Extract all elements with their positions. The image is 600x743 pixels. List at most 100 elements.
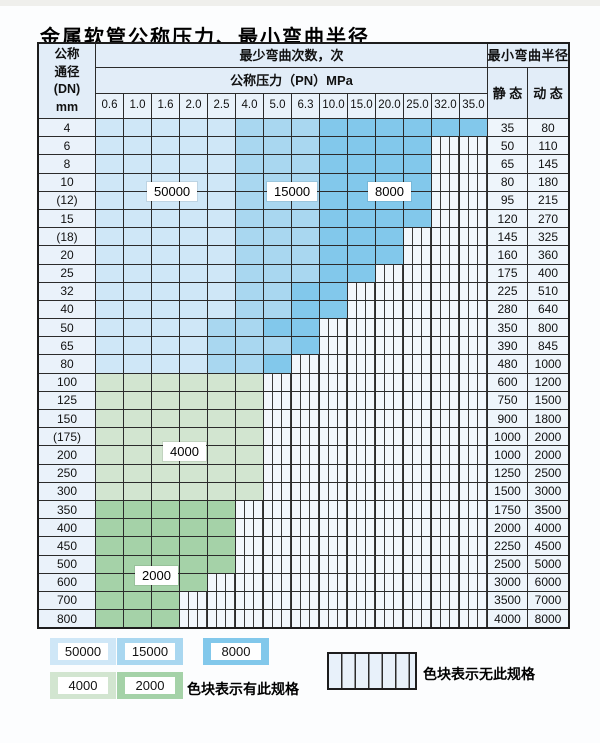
no-spec-cell [292, 519, 319, 537]
cycle-cell-50000 [124, 355, 151, 373]
cycle-cell-50000 [208, 282, 235, 300]
pressure-header-2.0: 2.0 [180, 94, 207, 118]
no-spec-cell [432, 209, 459, 228]
no-spec-cell [236, 573, 263, 591]
static-radius-cell: 145 [488, 228, 527, 246]
no-spec-cell [432, 173, 459, 191]
cycle-cell-2000 [96, 537, 123, 555]
no-spec-cell [376, 573, 403, 591]
cycle-cell-8000 [320, 191, 347, 209]
no-spec-cell [320, 610, 347, 628]
cycle-cell-50000 [208, 209, 235, 228]
cycle-cell-2000 [96, 610, 123, 628]
cycle-cell-8000 [404, 155, 431, 173]
cycle-cell-15000 [236, 282, 263, 300]
cycle-cell-8000 [292, 300, 319, 319]
no-spec-cell [460, 537, 487, 555]
cycle-cell-4000 [124, 410, 151, 428]
cycle-cell-15000 [292, 137, 319, 155]
dynamic-radius-cell: 4500 [528, 537, 568, 555]
pressure-header-1.6: 1.6 [152, 94, 179, 118]
no-spec-cell [320, 355, 347, 373]
no-spec-cell [348, 319, 375, 337]
cycle-cell-50000 [124, 319, 151, 337]
static-radius-cell: 390 [488, 337, 527, 355]
static-radius-cell: 1000 [488, 446, 527, 464]
cycle-cell-50000 [96, 173, 123, 191]
no-spec-cell [376, 446, 403, 464]
no-spec-cell [348, 428, 375, 446]
cycle-cell-4000 [180, 391, 207, 409]
no-spec-cell [404, 519, 431, 537]
no-spec-cell [320, 519, 347, 537]
no-spec-cell [404, 537, 431, 555]
dn-cell-800: 800 [39, 610, 95, 628]
static-radius-cell: 120 [488, 209, 527, 228]
cycle-cell-50000 [152, 209, 179, 228]
cycle-cell-50000 [124, 264, 151, 282]
cycle-cell-50000 [180, 264, 207, 282]
no-spec-cell [320, 428, 347, 446]
dynamic-radius-cell: 180 [528, 173, 568, 191]
cycle-cell-50000 [180, 337, 207, 355]
no-spec-cell [460, 300, 487, 319]
cycle-cell-8000 [292, 337, 319, 355]
cycle-cell-4000 [180, 464, 207, 482]
cycle-cell-50000 [152, 155, 179, 173]
cycle-cell-50000 [96, 264, 123, 282]
pressure-header-4.0: 4.0 [236, 94, 263, 118]
no-spec-cell [264, 519, 291, 537]
cycle-cell-8000 [320, 137, 347, 155]
cycle-cell-2000 [96, 500, 123, 519]
cycle-cell-50000 [152, 337, 179, 355]
cycle-cell-2000 [96, 519, 123, 537]
no-spec-cell [432, 282, 459, 300]
cycle-cell-8000 [320, 228, 347, 246]
cycle-cell-50000 [152, 246, 179, 264]
cycle-cell-50000 [152, 355, 179, 373]
cycle-cell-8000 [376, 209, 403, 228]
cycle-cell-50000 [96, 282, 123, 300]
cycle-cell-4000 [124, 446, 151, 464]
cycle-cell-50000 [96, 300, 123, 319]
cycle-cell-15000 [264, 264, 291, 282]
legend-swatch-15000-label: 15000 [125, 643, 175, 660]
no-spec-cell [376, 391, 403, 409]
cycle-cell-2000 [124, 591, 151, 610]
no-spec-cell [460, 391, 487, 409]
no-spec-cell [348, 500, 375, 519]
cycle-cell-8000 [376, 155, 403, 173]
no-spec-cell [432, 391, 459, 409]
no-spec-cell [180, 591, 207, 610]
no-spec-cell [376, 264, 403, 282]
no-spec-cell [376, 410, 403, 428]
legend-swatch-50000: 50000 [50, 638, 116, 665]
header-static: 静 态 [488, 68, 527, 118]
dynamic-radius-cell: 5000 [528, 555, 568, 573]
dn-cell-500: 500 [39, 555, 95, 573]
static-radius-cell: 350 [488, 319, 527, 337]
cycle-cell-15000 [264, 209, 291, 228]
no-spec-cell [292, 591, 319, 610]
legend-swatch-2000-label: 2000 [125, 677, 175, 694]
legend-no-spec-swatch [327, 652, 417, 690]
cycle-cell-4000 [180, 373, 207, 391]
no-spec-cell [292, 464, 319, 482]
cycle-cell-4000 [96, 464, 123, 482]
static-radius-cell: 2500 [488, 555, 527, 573]
pressure-header-35.0: 35.0 [460, 94, 487, 118]
cycle-cell-8000 [320, 264, 347, 282]
cycle-cell-4000 [236, 428, 263, 446]
cycle-cell-4000 [152, 373, 179, 391]
cycle-cell-50000 [152, 282, 179, 300]
static-radius-cell: 1500 [488, 482, 527, 500]
dynamic-radius-cell: 3000 [528, 482, 568, 500]
no-spec-cell [404, 482, 431, 500]
no-spec-cell [432, 573, 459, 591]
no-spec-cell [376, 519, 403, 537]
cycle-cell-50000 [124, 300, 151, 319]
dn-cell-65: 65 [39, 337, 95, 355]
cycle-cell-2000 [208, 555, 235, 573]
no-spec-cell [404, 319, 431, 337]
cycle-cell-4000 [208, 482, 235, 500]
